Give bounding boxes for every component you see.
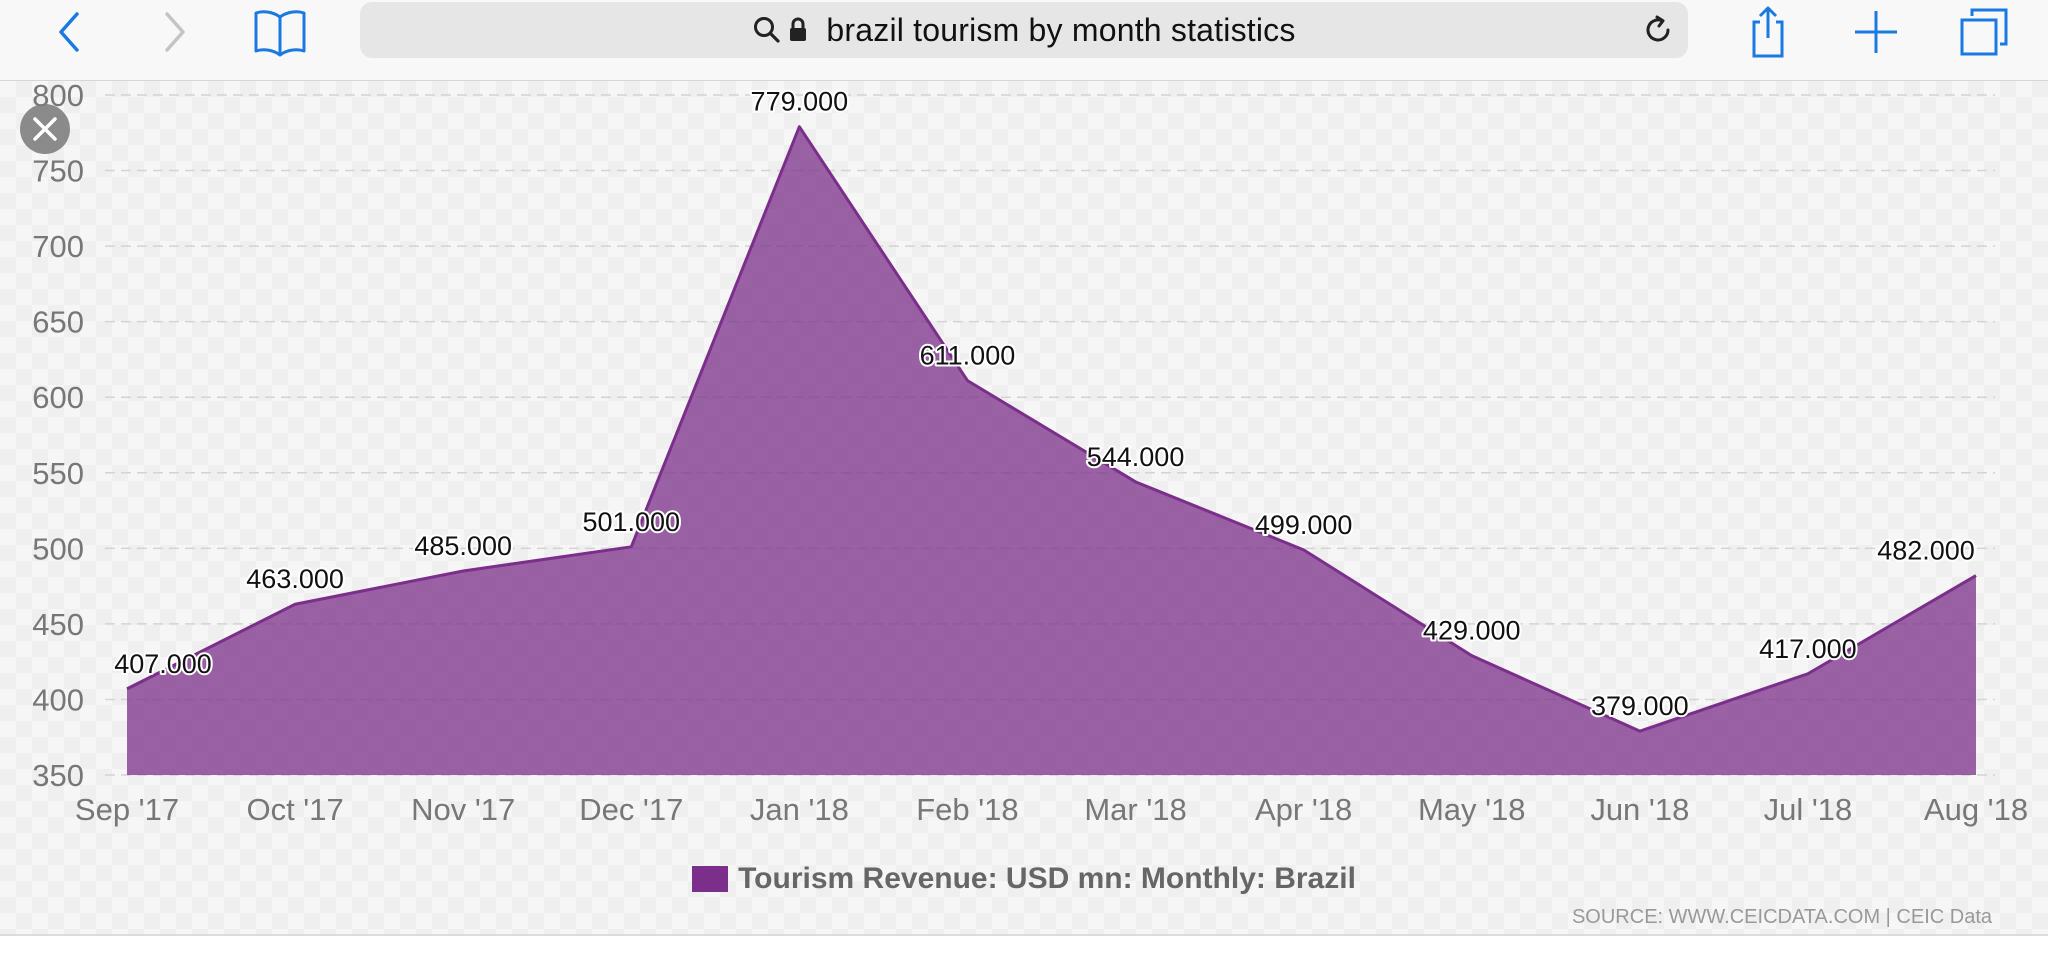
tabs-button[interactable] — [1952, 4, 2016, 60]
y-tick-label: 350 — [32, 758, 84, 793]
x-tick-label: Jan '18 — [750, 792, 849, 827]
browser-toolbar: brazil tourism by month statistics — [0, 0, 2048, 81]
data-label: 379.000 — [1591, 691, 1689, 721]
y-tick-label: 450 — [32, 607, 84, 642]
data-label: 544.000 — [1087, 442, 1185, 472]
bookmarks-button[interactable] — [248, 4, 312, 60]
y-tick-label: 500 — [32, 531, 84, 566]
data-label: 429.000 — [1423, 616, 1521, 646]
chevron-left-icon — [59, 12, 79, 52]
new-tab-button[interactable] — [1844, 4, 1908, 60]
area-fill — [127, 126, 1976, 775]
x-tick-label: Dec '17 — [579, 792, 683, 827]
data-label: 611.000 — [920, 341, 1016, 371]
x-tick-label: Sep '17 — [75, 792, 179, 827]
close-icon — [33, 117, 57, 141]
y-tick-label: 550 — [32, 456, 84, 491]
data-label: 417.000 — [1759, 634, 1857, 664]
chevron-right-icon — [165, 12, 185, 52]
data-label: 779.000 — [751, 87, 849, 117]
data-label: 501.000 — [582, 507, 680, 537]
series-area — [126, 125, 1977, 775]
data-label: 407.000 — [114, 649, 212, 679]
y-tick-label: 400 — [32, 682, 84, 717]
data-labels: 407.000 463.000 485.000 501.000 779.000 611.0… — [112, 85, 1977, 723]
share-icon — [1752, 6, 1784, 58]
x-tick-label: Oct '17 — [246, 792, 343, 827]
y-tick-label: 700 — [32, 229, 84, 264]
tabs-icon — [1960, 8, 2008, 56]
x-tick-label: May '18 — [1418, 792, 1526, 827]
data-label: 463.000 — [246, 564, 344, 594]
page-bottom — [0, 934, 2048, 954]
forward-button[interactable] — [142, 4, 206, 60]
series-line — [126, 125, 1977, 733]
y-tick-label: 650 — [32, 305, 84, 340]
x-tick-label: Mar '18 — [1084, 792, 1186, 827]
book-icon — [254, 10, 306, 57]
address-text: brazil tourism by month statistics — [826, 11, 1296, 48]
close-button[interactable] — [20, 104, 70, 154]
back-button[interactable] — [38, 4, 102, 60]
x-tick-label: Nov '17 — [411, 792, 515, 827]
lock-icon — [788, 17, 808, 43]
data-label: 499.000 — [1255, 510, 1353, 540]
reload-button[interactable] — [1640, 12, 1676, 48]
legend-label[interactable]: Tourism Revenue: USD mn: Monthly: Brazil — [738, 862, 1356, 895]
y-tick-label: 750 — [32, 154, 84, 189]
x-axis-ticks: Sep '17 Oct '17 Nov '17 Dec '17 Jan '18 Feb '… — [75, 792, 2028, 827]
source-credit[interactable]: SOURCE: WWW.CEICDATA.COM | CEIC Data — [1571, 906, 1992, 928]
data-label: 485.000 — [414, 531, 512, 561]
y-tick-label: 600 — [32, 380, 84, 415]
data-label: 482.000 — [1877, 536, 1975, 566]
x-tick-label: Apr '18 — [1255, 792, 1352, 827]
legend-swatch — [692, 866, 729, 892]
search-icon — [752, 15, 782, 45]
legend: Tourism Revenue: USD mn: Monthly: Brazil — [0, 862, 2048, 896]
x-tick-label: Aug '18 — [1924, 792, 2028, 827]
x-tick-label: Feb '18 — [916, 792, 1018, 827]
x-tick-label: Jul '18 — [1764, 792, 1853, 827]
share-button[interactable] — [1736, 4, 1800, 60]
address-bar[interactable]: brazil tourism by month statistics — [360, 2, 1688, 58]
reload-icon — [1646, 15, 1670, 42]
plus-icon — [1855, 11, 1897, 53]
x-tick-label: Jun '18 — [1590, 792, 1689, 827]
